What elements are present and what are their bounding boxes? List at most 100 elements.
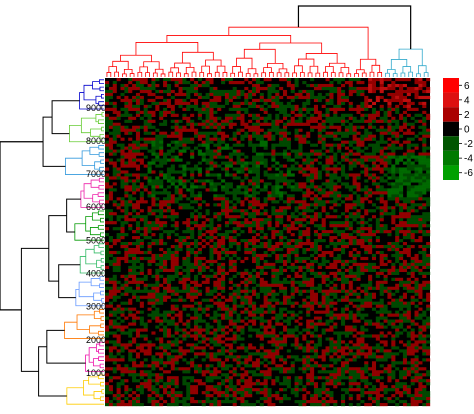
heatmap-cell — [275, 92, 280, 97]
heatmap-cell — [399, 101, 404, 106]
heatmap-cell — [271, 95, 276, 100]
heatmap-cell — [391, 253, 396, 258]
heatmap-cell — [329, 253, 334, 258]
heatmap-cell — [248, 352, 253, 356]
heatmap-cell — [232, 143, 237, 147]
heatmap-cell — [259, 107, 264, 111]
heatmap-cell — [205, 298, 210, 302]
heatmap-cell — [244, 224, 249, 228]
heatmap-cell — [236, 209, 241, 213]
heatmap-cell — [143, 295, 148, 299]
heatmap-cell — [275, 95, 280, 100]
heatmap-cell — [267, 367, 272, 371]
heatmap-cell — [178, 179, 183, 183]
heatmap-cell — [329, 310, 334, 314]
heatmap-cell — [116, 325, 121, 329]
heatmap-cell — [341, 316, 346, 320]
heatmap-cell — [263, 292, 268, 296]
heatmap-cell — [294, 221, 299, 225]
heatmap-cell — [329, 364, 334, 368]
heatmap-cell — [294, 337, 299, 341]
heatmap-cell — [379, 104, 384, 109]
heatmap-cell — [395, 367, 400, 371]
heatmap-cell — [193, 179, 199, 183]
heatmap-cell — [259, 331, 264, 335]
heatmap-cell — [139, 80, 144, 85]
heatmap-cell — [221, 331, 226, 335]
heatmap-cell — [221, 289, 226, 293]
heatmap-cell — [159, 236, 164, 240]
heatmap-cell — [263, 259, 268, 264]
heatmap-cell — [302, 158, 307, 162]
heatmap-cell — [236, 271, 241, 275]
heatmap-cell — [248, 104, 253, 109]
heatmap-cell — [410, 295, 415, 299]
heatmap-cell — [166, 170, 171, 174]
heatmap-cell — [147, 86, 152, 91]
heatmap-cell — [414, 92, 419, 97]
heatmap-cell — [209, 250, 214, 255]
heatmap-cell — [217, 131, 222, 135]
heatmap-cell — [151, 191, 156, 195]
heatmap-cell — [259, 253, 264, 258]
heatmap-cell — [298, 110, 303, 114]
heatmap-cell — [105, 176, 110, 180]
heatmap-cell — [244, 110, 249, 114]
heatmap-cell — [317, 170, 322, 174]
heatmap-cell — [232, 89, 237, 94]
heatmap-cell — [147, 194, 152, 198]
heatmap-cell — [205, 337, 210, 341]
heatmap-cell — [364, 247, 369, 252]
heatmap-cell — [364, 155, 369, 159]
heatmap-cell — [228, 349, 233, 353]
heatmap-cell — [271, 188, 276, 192]
heatmap-cell — [236, 215, 241, 219]
heatmap-cell — [120, 83, 125, 88]
heatmap-cell — [422, 322, 427, 326]
heatmap-cell — [159, 242, 164, 246]
heatmap-cell — [364, 119, 369, 123]
heatmap-cell — [383, 349, 388, 353]
heatmap-cell — [410, 233, 415, 237]
heatmap-cell — [383, 161, 388, 165]
heatmap-cell — [341, 92, 346, 97]
heatmap-cell — [402, 236, 407, 240]
heatmap-cell — [325, 134, 330, 138]
heatmap-cell — [224, 343, 230, 347]
heatmap-cell — [352, 271, 357, 275]
heatmap-cell — [302, 107, 307, 111]
heatmap-cell — [294, 131, 299, 135]
heatmap-cell — [302, 113, 307, 117]
heatmap-cell — [259, 221, 264, 225]
heatmap-cell — [310, 119, 315, 123]
heatmap-cell — [147, 349, 152, 353]
heatmap-cell — [236, 158, 241, 162]
heatmap-cell — [193, 328, 199, 332]
heatmap-cell — [197, 170, 202, 174]
heatmap-cell — [224, 89, 230, 94]
heatmap-cell — [395, 334, 400, 338]
heatmap-cell — [155, 358, 160, 362]
heatmap-cell — [248, 140, 253, 144]
heatmap-cell — [399, 253, 404, 258]
heatmap-cell — [364, 146, 369, 150]
heatmap-cell — [259, 134, 264, 138]
heatmap-cell — [387, 152, 392, 156]
heatmap-cell — [282, 191, 288, 195]
heatmap-cell — [128, 227, 133, 231]
heatmap-cell — [116, 122, 121, 126]
heatmap-cell — [317, 304, 322, 308]
heatmap-cell — [139, 116, 144, 120]
heatmap-cell — [418, 286, 423, 290]
heatmap-cell — [252, 313, 257, 317]
heatmap-cell — [290, 149, 295, 153]
heatmap-cell — [178, 101, 183, 106]
heatmap-cell — [310, 149, 315, 153]
heatmap-cell — [132, 206, 137, 210]
heatmap-cell — [298, 256, 303, 261]
heatmap-cell — [275, 104, 280, 109]
heatmap-cell — [135, 107, 141, 111]
heatmap-cell — [182, 101, 187, 106]
heatmap-cell — [422, 256, 427, 261]
heatmap-cell — [116, 239, 121, 243]
